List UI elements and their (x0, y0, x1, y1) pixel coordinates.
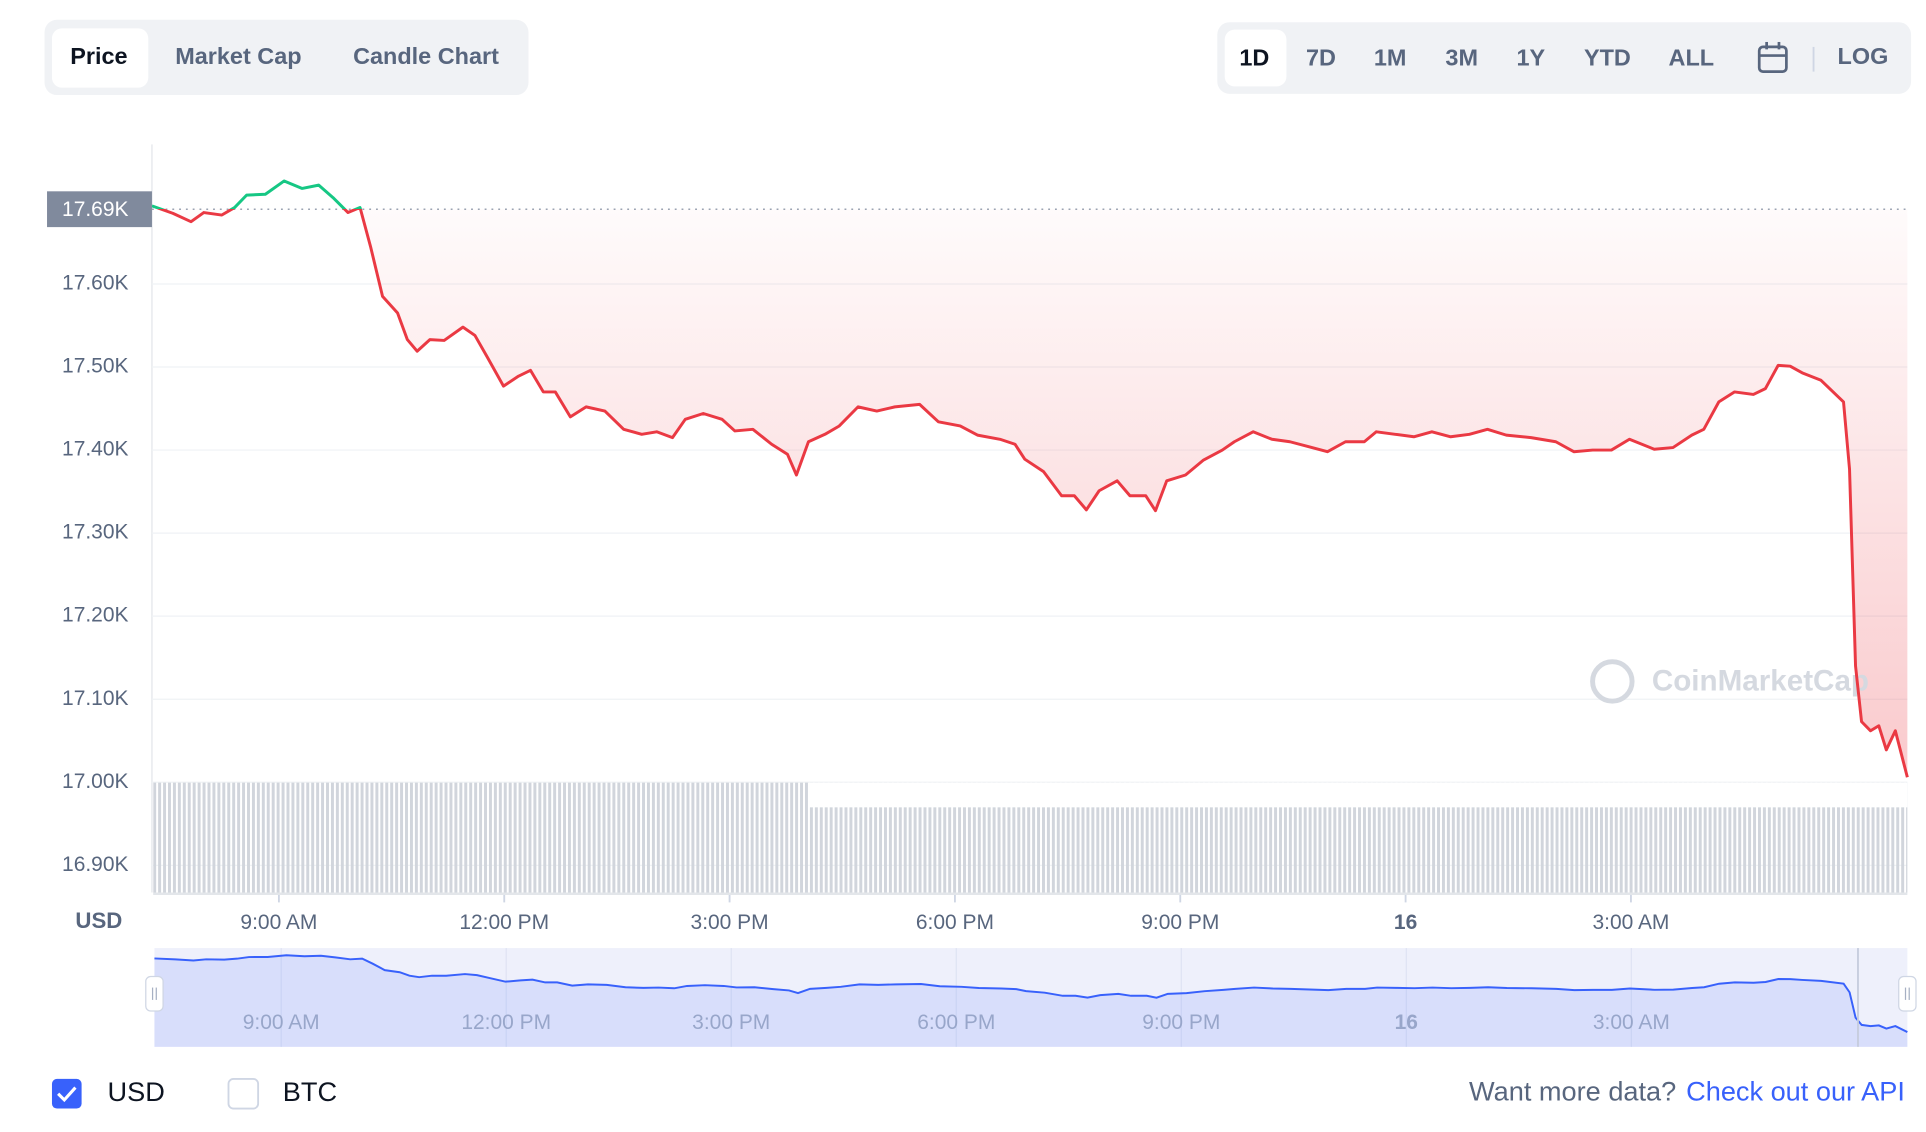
axis-unit: USD (75, 908, 122, 933)
range-button[interactable]: ALL (1669, 44, 1715, 70)
active-tab-bg (51, 28, 149, 88)
tab[interactable]: Candle Chart (353, 43, 499, 69)
y-tick-label: 17.10K (62, 687, 128, 710)
y-tick-label: 17.00K (62, 770, 128, 793)
range-button[interactable]: YTD (1584, 44, 1631, 70)
y-tick-label: 17.40K (62, 438, 128, 461)
range-button[interactable]: 1Y (1517, 44, 1546, 70)
check-mark (57, 1086, 77, 1103)
checkbox-label: USD (108, 1076, 165, 1107)
x-tick-label: 16 (1394, 911, 1417, 934)
range-button[interactable]: 3M (1445, 44, 1478, 70)
navigator-tick-label: 9:00 PM (1142, 1011, 1220, 1034)
reference-label-bg (47, 191, 152, 228)
x-tick-label: 3:00 PM (691, 911, 769, 934)
tab-group (44, 19, 529, 96)
y-tick-label: 17.20K (62, 604, 128, 627)
navigator-line (154, 954, 1908, 1033)
range-button[interactable]: 1M (1374, 44, 1407, 70)
footer-link[interactable]: Check out our API (1686, 1076, 1905, 1107)
navigator-tick-label: 9:00 AM (243, 1011, 320, 1034)
tab[interactable]: Price (70, 43, 127, 69)
log-toggle[interactable]: LOG (1838, 43, 1889, 69)
price-line (151, 179, 1909, 778)
navigator-tick-label: 3:00 PM (692, 1011, 770, 1034)
x-tick-label: 6:00 PM (916, 911, 994, 934)
checkbox[interactable] (227, 1077, 260, 1110)
checkbox-label: BTC (283, 1076, 337, 1107)
range-group (1217, 22, 1912, 94)
navigator-tick-label: 12:00 PM (461, 1011, 551, 1034)
y-tick-label: 17.60K (62, 272, 128, 295)
watermark-text: CoinMarketCap (1652, 664, 1869, 697)
y-tick-label: 17.50K (62, 355, 128, 378)
navigator-handle[interactable] (145, 975, 164, 1012)
x-tick-label: 9:00 PM (1141, 911, 1219, 934)
navigator-tick-label: 6:00 PM (917, 1011, 995, 1034)
navigator-handle[interactable] (1898, 975, 1917, 1012)
x-tick-label: 3:00 AM (1592, 911, 1669, 934)
range-button[interactable]: 7D (1306, 44, 1336, 70)
x-tick-label: 9:00 AM (240, 911, 317, 934)
x-tick-label: 12:00 PM (459, 911, 549, 934)
footer: Want more data? Check out our API (1469, 1076, 1905, 1107)
reference-label: 17.69K (62, 198, 128, 221)
watermark: CoinMarketCap (1590, 659, 1869, 704)
y-tick-label: 16.90K (62, 853, 128, 876)
active-range-bg (1224, 29, 1287, 87)
y-tick-label: 17.30K (62, 521, 128, 544)
footer-text: Want more data? (1469, 1076, 1676, 1107)
range-button[interactable]: 1D (1239, 44, 1269, 70)
checkbox[interactable] (51, 1078, 82, 1109)
navigator[interactable] (154, 948, 1908, 1047)
x-axis-line (153, 892, 1908, 895)
volume-mask (808, 782, 1908, 808)
tab[interactable]: Market Cap (175, 43, 301, 69)
navigator-tick-label: 3:00 AM (1593, 1011, 1670, 1034)
navigator-area (154, 955, 1908, 1047)
navigator-tick-label: 16 (1395, 1011, 1418, 1034)
price-area (151, 209, 1908, 778)
calendar-icon[interactable] (1757, 41, 1788, 73)
